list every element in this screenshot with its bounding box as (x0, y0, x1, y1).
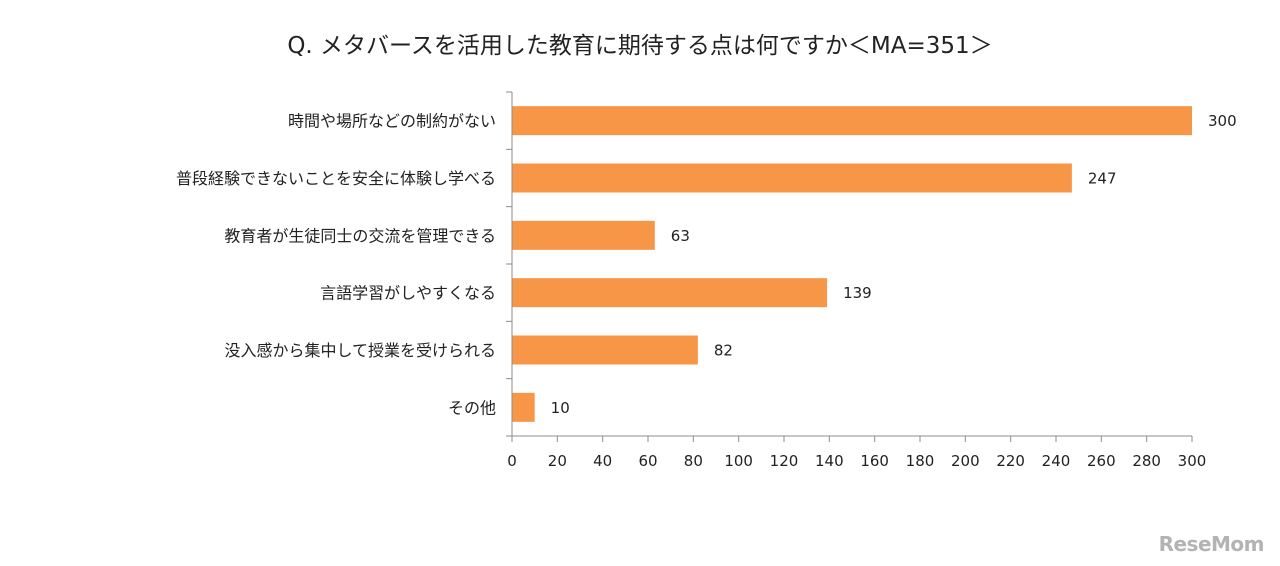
x-tick-label: 200 (951, 452, 980, 470)
x-tick-label: 80 (684, 452, 703, 470)
x-tick-label: 280 (1132, 452, 1161, 470)
category-label: 教育者が生徒同士の交流を管理できる (224, 226, 496, 245)
data-label: 139 (843, 284, 872, 302)
x-tick-label: 60 (638, 452, 657, 470)
x-tick-label: 0 (507, 452, 517, 470)
x-tick-label: 180 (906, 452, 935, 470)
bar (512, 163, 1072, 193)
bar (512, 278, 828, 308)
data-label: 63 (671, 227, 690, 245)
x-tick-label: 40 (593, 452, 612, 470)
axes-group: 0 20 40 60 80 100 120 140 160 180 200 220 240 260 280 3… (506, 91, 1207, 470)
bar (512, 392, 535, 422)
chart-title: Q. メタバースを活用した教育に期待する点は何ですか＜MA=351＞ (287, 33, 992, 59)
resemom-logo: ReseMom (1158, 532, 1265, 556)
x-tick-label: 220 (996, 452, 1025, 470)
x-tick-label: 260 (1087, 452, 1116, 470)
category-label: 言語学習がしやすくなる (320, 284, 496, 303)
data-label: 247 (1088, 170, 1117, 188)
bar (512, 220, 655, 250)
bar (512, 106, 1192, 136)
category-label: 普段経験できないことを安全に体験し学べる (176, 169, 496, 188)
category-labels-group: 300 時間や場所などの制約がない 247 普段経験できないことを安全に体験し学べる 6… (176, 112, 1237, 418)
x-tick-label: 300 (1178, 452, 1207, 470)
data-label: 82 (714, 342, 733, 360)
x-tick-label: 240 (1042, 452, 1071, 470)
category-label: その他 (448, 398, 496, 417)
x-tick-label: 160 (860, 452, 889, 470)
bar (512, 335, 698, 365)
category-label: 時間や場所などの制約がない (288, 112, 496, 131)
x-tick-label: 120 (770, 452, 799, 470)
x-tick-label: 140 (815, 452, 844, 470)
x-tick-label: 20 (548, 452, 567, 470)
x-tick-label: 100 (724, 452, 753, 470)
bars-group (512, 106, 1192, 422)
data-label: 300 (1208, 112, 1237, 130)
data-label: 10 (551, 399, 570, 417)
category-label: 没入感から集中して授業を受けられる (224, 341, 496, 360)
